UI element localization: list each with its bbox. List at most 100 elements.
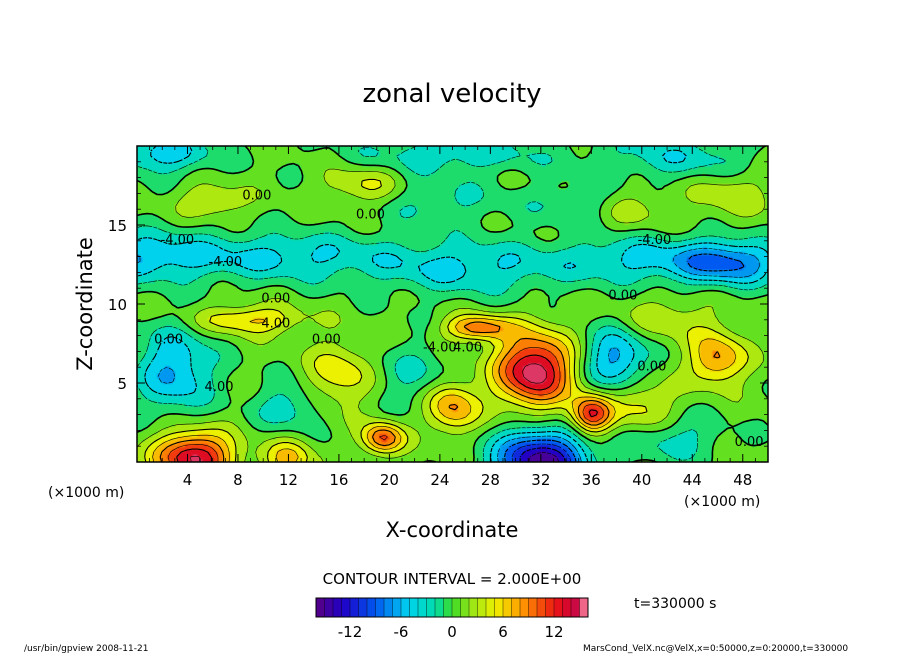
colorbar-swatch	[434, 597, 445, 618]
colorbar-swatch	[366, 597, 377, 618]
colorbar-swatch	[400, 597, 411, 618]
contour-line	[190, 363, 547, 462]
y-axis-ticks: 5 10 15	[108, 161, 768, 447]
colorbar-swatch	[324, 597, 334, 618]
contour-line	[511, 443, 572, 462]
colorbar-swatch	[409, 597, 419, 618]
contour-line	[528, 452, 560, 462]
x-tick-label: 48	[733, 471, 752, 489]
colorbar-tick-label: 0	[447, 623, 457, 641]
colorbar-swatch	[383, 597, 394, 618]
contour-line	[137, 146, 768, 462]
colorbar-tick-label: -12	[338, 623, 363, 641]
colorbar-swatch	[519, 597, 530, 618]
plot-area	[137, 146, 768, 462]
contour-label: 4.00	[261, 317, 290, 332]
x-tick-label: 24	[430, 471, 449, 489]
colorbar-frame	[315, 597, 589, 618]
colorbar-swatch	[579, 597, 589, 618]
colorbar-swatch	[477, 597, 487, 618]
x-tick-label: 32	[531, 471, 550, 489]
contour-line	[504, 253, 745, 462]
x-tick-label: 8	[233, 471, 243, 489]
contour-line	[137, 248, 760, 462]
contour-line	[152, 317, 737, 462]
colorbar-swatch	[443, 597, 453, 618]
contour-line	[519, 447, 567, 462]
colorbar-swatch	[392, 597, 402, 618]
contour-line	[167, 347, 605, 462]
x-tick-label: 44	[683, 471, 702, 489]
contour-label: 0.00	[312, 333, 341, 348]
x-tick-label: 16	[329, 471, 348, 489]
x-unit-right: (×1000 m)	[684, 494, 760, 510]
footer-left: /usr/bin/gpview 2008-11-21	[24, 644, 148, 654]
contour-label: 0.00	[261, 291, 290, 306]
contour-label: 4.00	[453, 340, 482, 355]
colorbar-swatch	[553, 597, 564, 618]
colorbar-swatch	[528, 597, 538, 618]
colorbar-tick-label: 6	[498, 623, 508, 641]
time-label: t=330000 s	[634, 596, 716, 612]
colorbar	[315, 597, 589, 618]
x-tick-label: 4	[183, 471, 193, 489]
colorbar-swatch	[358, 597, 368, 618]
x-unit-left: (×1000 m)	[48, 485, 124, 501]
contour-label: -4.00	[161, 233, 195, 248]
colorbar-swatch	[468, 597, 479, 618]
contour-label: -4.00	[638, 233, 672, 248]
contour-line	[176, 354, 598, 462]
colorbar-tick-label: -6	[394, 623, 409, 641]
colorbar-swatch	[570, 597, 581, 618]
contour-label: 0.00	[608, 288, 637, 303]
colorbar-swatch	[562, 597, 572, 618]
colorbar-swatch	[485, 597, 496, 618]
x-axis-label: X-coordinate	[386, 518, 519, 542]
y-axis-label: Z-coordinate	[73, 237, 97, 371]
y-tick-label: 10	[108, 296, 127, 314]
contour-label: 0.00	[735, 435, 764, 450]
contour-labels: 0.00 0.00 -4.00 -4.00 -4.00 0.00 0.00 4.00 0.00 0…	[154, 189, 763, 450]
contour-label: -4.00	[423, 340, 457, 355]
colorbar-swatch	[511, 597, 521, 618]
colorbar-swatch	[536, 597, 547, 618]
colorbar-swatch	[315, 597, 326, 618]
colorbar-swatch	[341, 597, 351, 618]
colorbar-swatch	[375, 597, 385, 618]
colorbar-swatch	[451, 597, 462, 618]
x-tick-label: 36	[582, 471, 601, 489]
contour-label: -4.00	[209, 255, 243, 270]
colorbar-swatch	[502, 597, 513, 618]
colorbar-ticks: -12 -6 0 6 12	[338, 623, 564, 641]
contour-lines	[137, 146, 768, 462]
colorbar-swatch	[460, 597, 470, 618]
x-tick-label: 28	[481, 471, 500, 489]
colorbar-swatch	[426, 597, 436, 618]
contour-label: 0.00	[154, 333, 183, 348]
y-tick-label: 15	[108, 217, 127, 235]
x-tick-label: 20	[380, 471, 399, 489]
colorbar-swatch	[332, 597, 343, 618]
contour-line	[159, 321, 721, 462]
colorbar-swatch	[545, 597, 555, 618]
footer-right: MarsCond_VelX.nc@VelX,x=0:50000,z=0:2000…	[583, 644, 848, 654]
x-tick-label: 40	[632, 471, 651, 489]
contour-label: 0.00	[242, 189, 271, 204]
contour-label: 0.00	[637, 359, 666, 374]
contour-line	[137, 146, 768, 462]
contour-label: 0.00	[356, 208, 385, 223]
contour-label: 4.00	[205, 380, 234, 395]
x-axis-ticks: 4 8 12 16 20 24 28 32 36 40 44 48	[149, 146, 756, 489]
contour-line	[137, 168, 766, 462]
colorbar-swatch	[417, 597, 428, 618]
x-tick-label: 12	[279, 471, 298, 489]
contour-line	[144, 178, 749, 462]
colorbar-swatch	[349, 597, 360, 618]
colorbar-swatch	[494, 597, 504, 618]
contour-interval-label: CONTOUR INTERVAL = 2.000E+00	[323, 570, 582, 588]
colorbar-tick-label: 12	[544, 623, 563, 641]
y-tick-label: 5	[117, 375, 127, 393]
velocity-field	[137, 146, 768, 462]
chart-title: zonal velocity	[362, 79, 541, 109]
